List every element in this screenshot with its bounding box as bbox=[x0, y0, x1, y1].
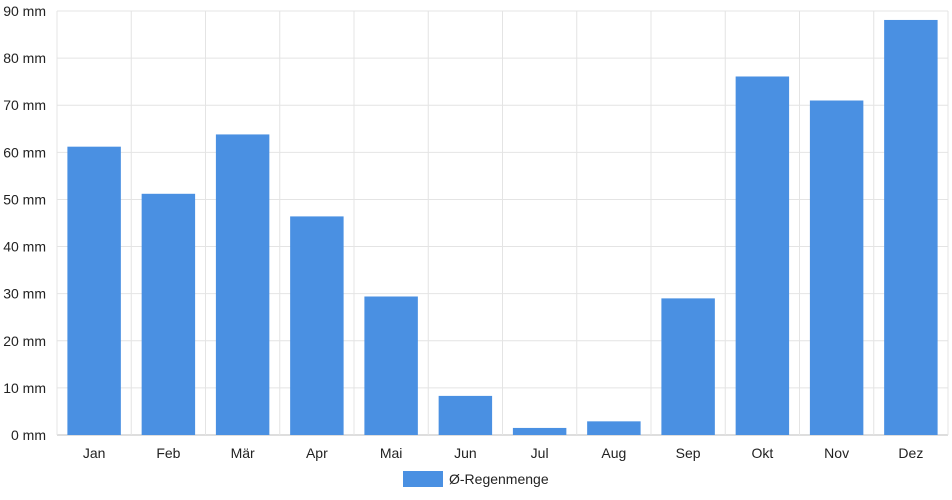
y-tick-label: 40 mm bbox=[3, 239, 46, 255]
x-tick-label: Mär bbox=[231, 445, 255, 461]
bar-sep[interactable] bbox=[661, 298, 715, 435]
y-tick-label: 10 mm bbox=[3, 380, 46, 396]
bar-jun[interactable] bbox=[438, 395, 493, 435]
bar-mär[interactable] bbox=[215, 134, 270, 436]
x-tick-label: Apr bbox=[306, 445, 328, 461]
bar-aug[interactable] bbox=[587, 421, 641, 435]
x-tick-label: Sep bbox=[676, 445, 701, 461]
y-tick-label: 60 mm bbox=[3, 144, 46, 160]
bar-nov[interactable] bbox=[809, 100, 864, 435]
legend[interactable]: Ø-Regenmenge bbox=[403, 471, 549, 487]
bar-apr[interactable] bbox=[290, 216, 344, 435]
x-tick-label: Nov bbox=[824, 445, 849, 461]
y-tick-label: 70 mm bbox=[3, 97, 46, 113]
bars bbox=[67, 19, 938, 436]
y-tick-label: 50 mm bbox=[3, 191, 46, 207]
bar-okt[interactable] bbox=[735, 76, 790, 436]
y-tick-label: 80 mm bbox=[3, 50, 46, 66]
bar-feb[interactable] bbox=[141, 193, 196, 435]
y-tick-label: 90 mm bbox=[3, 3, 46, 19]
bar-jan[interactable] bbox=[67, 146, 121, 435]
x-axis: Jan Feb Mär Apr Mai Jun Jul Aug Sep Okt Nov Dez bbox=[83, 445, 923, 461]
bar-mai[interactable] bbox=[364, 296, 418, 435]
y-axis: 0 mm 10 mm 20 mm 30 mm 40 mm 50 mm 60 mm 70 mm 8… bbox=[3, 3, 46, 443]
grid-lines bbox=[56, 10, 949, 436]
bar-dez[interactable] bbox=[884, 19, 938, 435]
y-tick-label: 30 mm bbox=[3, 286, 46, 302]
legend-swatch bbox=[403, 471, 443, 487]
bar-jul[interactable] bbox=[512, 427, 567, 435]
x-tick-label: Aug bbox=[601, 445, 626, 461]
x-tick-label: Mai bbox=[380, 445, 403, 461]
x-tick-label: Dez bbox=[898, 445, 923, 461]
x-tick-label: Okt bbox=[751, 445, 773, 461]
x-tick-label: Feb bbox=[156, 445, 180, 461]
x-tick-label: Jul bbox=[531, 445, 549, 461]
x-tick-label: Jun bbox=[454, 445, 477, 461]
x-tick-label: Jan bbox=[83, 445, 106, 461]
legend-label: Ø-Regenmenge bbox=[449, 471, 549, 487]
y-tick-label: 20 mm bbox=[3, 333, 46, 349]
y-tick-label: 0 mm bbox=[11, 427, 46, 443]
